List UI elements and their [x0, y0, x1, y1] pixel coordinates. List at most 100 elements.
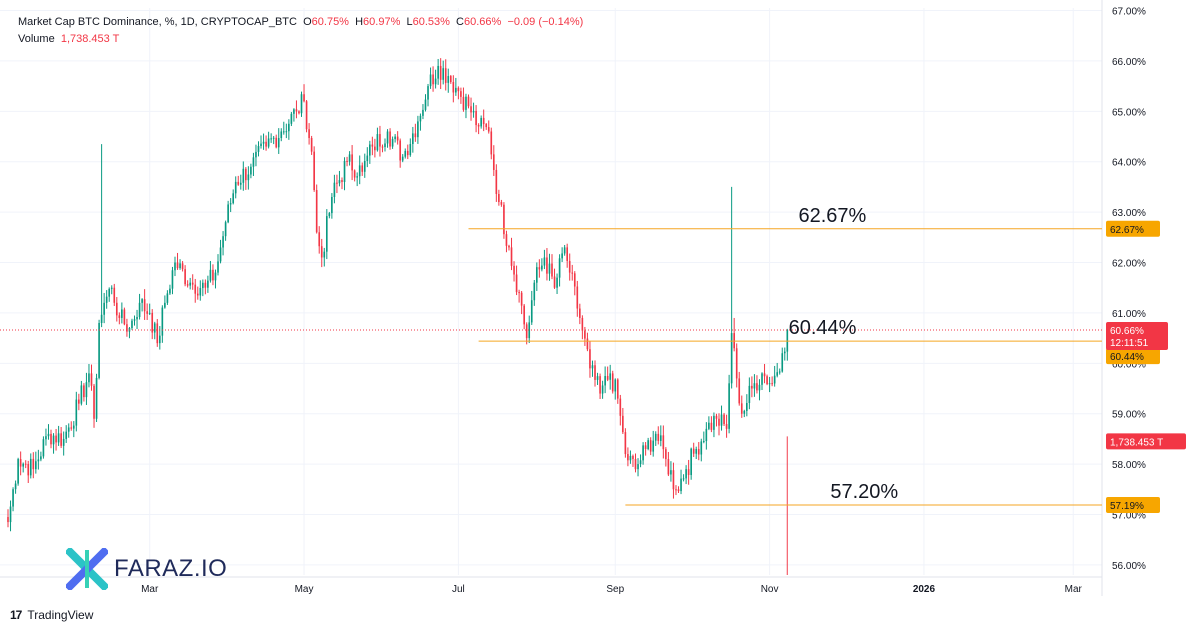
candle-body [199, 288, 202, 296]
candle-body [164, 302, 166, 308]
candle-body [637, 464, 639, 470]
legend-close: 60.66% [464, 16, 502, 28]
candle-body [310, 138, 313, 152]
candle-body [505, 234, 508, 246]
candle-body [568, 260, 571, 273]
candle-body [773, 375, 776, 384]
candle-body [763, 373, 766, 377]
candle-body [336, 182, 338, 184]
y-tick-label: 67.00% [1112, 7, 1146, 18]
candle-body [720, 414, 723, 426]
candle-body [179, 263, 181, 269]
candle-body [599, 376, 601, 394]
candle-body [9, 506, 12, 523]
volume-badge [1106, 433, 1186, 450]
candle-body [166, 293, 169, 303]
candle-body [659, 435, 662, 441]
candle-body [715, 415, 718, 419]
candle-body [710, 422, 713, 430]
candle-body [467, 96, 470, 107]
candle-body [657, 433, 660, 441]
candle-body [460, 91, 462, 97]
candle-body [252, 157, 255, 167]
candle-body [561, 253, 563, 259]
candle-body [576, 286, 579, 309]
candle-body [303, 94, 305, 102]
candle-body [508, 245, 510, 248]
candle-body [697, 449, 700, 455]
level-label: 57.20% [830, 481, 898, 503]
legend-symbol-row: Market Cap BTC Dominance, %, 1D, CRYPTOC… [18, 14, 583, 31]
candle-body [412, 133, 414, 145]
candle-body [690, 448, 692, 475]
candle-body [270, 138, 272, 140]
candle-body [482, 117, 485, 125]
candle-body [584, 330, 586, 339]
candle-body [551, 263, 553, 277]
candle-body [713, 415, 715, 430]
candle-body [778, 371, 781, 373]
legend-change: −0.09 (−0.14%) [507, 16, 584, 28]
candle-body [495, 169, 498, 194]
candle-body [227, 204, 229, 223]
candle-body [88, 373, 90, 383]
candle-body [437, 65, 439, 79]
level-label: 62.67% [799, 205, 867, 227]
candle-body [624, 432, 627, 455]
candle-body [83, 385, 85, 398]
candle-body [331, 197, 333, 214]
candle-body [265, 141, 267, 147]
candle-body [528, 322, 531, 339]
candle-body [687, 469, 690, 475]
candle-body [78, 399, 80, 404]
tradingview-logo-icon: 17 [10, 608, 22, 622]
candle-body [439, 65, 442, 80]
candle-body [525, 324, 528, 339]
candle-body [510, 247, 513, 266]
candle-body [7, 517, 9, 523]
candle-body [234, 181, 237, 194]
candle-body [346, 160, 348, 162]
countdown-label: 12:11:51 [1110, 338, 1149, 349]
candle-body [594, 365, 596, 380]
tradingview-branding[interactable]: 17 TradingView [10, 608, 93, 622]
candle-body [642, 445, 644, 461]
candle-body [579, 308, 581, 318]
legend-volume-row: Volume 1,738.453 T [18, 31, 583, 48]
candle-body [386, 131, 389, 144]
candle-body [207, 280, 209, 288]
candle-body [239, 182, 242, 185]
candle-body [93, 385, 95, 419]
candle-body [647, 440, 649, 449]
candle-body [649, 440, 652, 452]
candle-body [361, 165, 364, 172]
candle-body [543, 257, 546, 266]
candle-body [589, 349, 591, 369]
candle-body [184, 269, 186, 285]
candle-body [404, 150, 407, 157]
candle-body [366, 155, 369, 162]
candle-body [401, 156, 404, 161]
candle-body [571, 272, 574, 274]
candle-body [369, 144, 371, 156]
candle-body [110, 287, 113, 289]
candle-body [685, 469, 687, 479]
candle-body [24, 463, 27, 465]
candle-body [67, 427, 70, 432]
candle-body [609, 373, 612, 380]
candle-body [353, 170, 356, 178]
candle-body [338, 180, 341, 184]
candle-body [644, 445, 647, 449]
candle-body [728, 383, 730, 429]
candle-body [394, 136, 396, 140]
legend-open: 60.75% [311, 16, 349, 28]
candle-body [535, 267, 538, 283]
legend-high-label: H [355, 16, 364, 28]
candle-body [156, 323, 159, 344]
candle-body [323, 251, 326, 258]
candle-body [52, 435, 55, 445]
candle-body [738, 378, 741, 404]
candle-body [376, 134, 379, 151]
candle-body [781, 353, 784, 372]
